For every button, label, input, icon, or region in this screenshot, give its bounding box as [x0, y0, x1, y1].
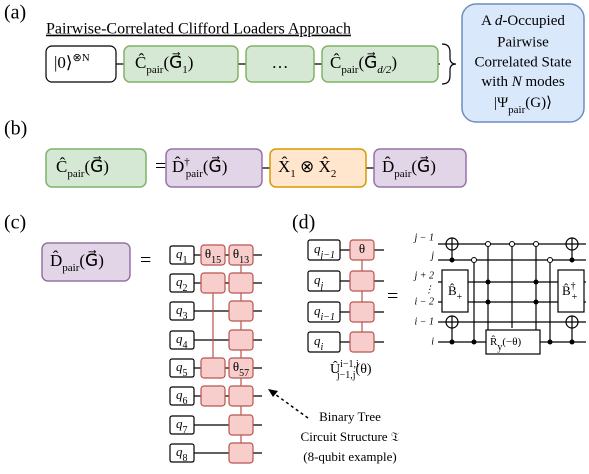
- controls: [449, 241, 575, 345]
- qubit-label: q1: [176, 246, 188, 266]
- qubit-box: [169, 301, 195, 321]
- loader-box: [321, 45, 439, 83]
- loader-label: Ĉpair(G⃗1): [135, 52, 193, 76]
- wire-label: j + 2: [412, 270, 434, 281]
- d-box: [373, 148, 467, 188]
- gate: [228, 385, 254, 407]
- init-box: [45, 45, 117, 83]
- loader-label: Ĉpair(G⃗): [56, 156, 109, 180]
- loader-box: [245, 45, 315, 83]
- wire-label: j: [429, 250, 434, 261]
- result-text: Pairwise: [497, 34, 549, 50]
- loader-label: Ĉpair(G⃗d/2): [330, 52, 397, 76]
- gate: [228, 357, 254, 379]
- gate-label: θ: [359, 241, 365, 256]
- qubit-label: q6: [176, 387, 188, 407]
- wire-label: i − 2: [414, 296, 434, 307]
- title: Pairwise-Correlated Clifford Loaders App…: [46, 21, 351, 38]
- gate: [228, 300, 254, 322]
- gate: [228, 442, 254, 464]
- panel-label: (a): [4, 2, 26, 24]
- result-text: Correlated State: [474, 54, 571, 70]
- gate: [200, 357, 226, 379]
- d-label: D̂pair(G⃗): [382, 156, 436, 180]
- unitary-label: Ûi−1,i j−1,j(θ): [330, 359, 372, 381]
- gate: [228, 244, 254, 266]
- panel-label: (b): [4, 118, 27, 140]
- equals: =: [140, 250, 151, 272]
- gate: [349, 301, 375, 323]
- d-box: [41, 242, 131, 282]
- result-box: [461, 3, 585, 123]
- qubit-label: qi: [314, 333, 324, 353]
- wire-label: ⋮: [424, 284, 434, 295]
- gate: [200, 272, 226, 294]
- qubit-box: [307, 270, 341, 292]
- gate: [200, 385, 226, 407]
- gate: [228, 414, 254, 436]
- gate: [349, 270, 375, 292]
- qubit-box: [169, 386, 195, 406]
- qubit-label: q7: [176, 416, 188, 436]
- caption: (8-qubit example): [303, 449, 397, 464]
- caption: Binary Tree: [319, 409, 381, 424]
- wire-label: i: [431, 336, 434, 347]
- equals: =: [387, 286, 398, 308]
- gate: [228, 272, 254, 294]
- qubit-box: [169, 358, 195, 378]
- gate: [349, 239, 375, 261]
- gate-label: θ15: [205, 246, 221, 266]
- qubit-box: [169, 443, 195, 463]
- gate: [349, 331, 375, 353]
- panel-label: (d): [292, 212, 315, 234]
- result-text: with N modes: [481, 74, 565, 90]
- gate-label: θ57: [233, 359, 249, 379]
- b-label: B̂† +: [562, 281, 578, 303]
- result-text: |Ψpair(G)⟩: [494, 95, 552, 115]
- arrow: [271, 391, 309, 419]
- init-state: |0⟩⊗N: [54, 52, 90, 72]
- b-box: [441, 269, 469, 313]
- brace: [441, 43, 457, 85]
- qubit-label: q8: [176, 444, 188, 464]
- x-box: [269, 148, 367, 188]
- d-box: [165, 148, 263, 188]
- wire-label: i − 1: [414, 316, 434, 327]
- x-label: X̂1 ⊗ X̂2: [278, 157, 336, 180]
- qubit-box: [169, 245, 195, 265]
- caption: Circuit Structure 𝔗: [301, 429, 400, 444]
- qubit-box: [307, 331, 341, 353]
- qubit-label: q2: [176, 274, 188, 294]
- equals: =: [155, 156, 166, 178]
- qubit-label: qj: [314, 272, 324, 292]
- arrowhead: [268, 389, 278, 397]
- b-label: B̂+: [448, 283, 463, 303]
- qubit-box: [307, 301, 341, 323]
- ry-box: [485, 329, 541, 355]
- qubit-box: [169, 415, 195, 435]
- qubit-box: [307, 239, 341, 261]
- gate: [200, 244, 226, 266]
- gate: [228, 329, 254, 351]
- d-label: D̂† pair(G⃗): [172, 156, 227, 180]
- gate-label: θ13: [233, 246, 249, 266]
- qubit-label: qi−1: [314, 303, 335, 323]
- qubit-label: q4: [176, 331, 188, 351]
- ry-label: R̂y(−θ): [490, 334, 521, 352]
- result-text: A d-Occupied: [481, 13, 565, 29]
- loader-box: [123, 45, 239, 83]
- qubit-label: q3: [176, 302, 188, 322]
- wire-label: j − 1: [412, 232, 434, 243]
- qubit-box: [169, 273, 195, 293]
- qubit-box: [169, 330, 195, 350]
- b-box: [557, 269, 585, 313]
- d-label: D̂pair(G⃗): [50, 250, 104, 274]
- qubit-label: qj−1: [314, 241, 335, 261]
- qubit-label: q5: [176, 359, 188, 379]
- loader-box: [45, 148, 147, 188]
- ellipsis: …: [272, 53, 289, 72]
- panel-label: (c): [4, 212, 26, 234]
